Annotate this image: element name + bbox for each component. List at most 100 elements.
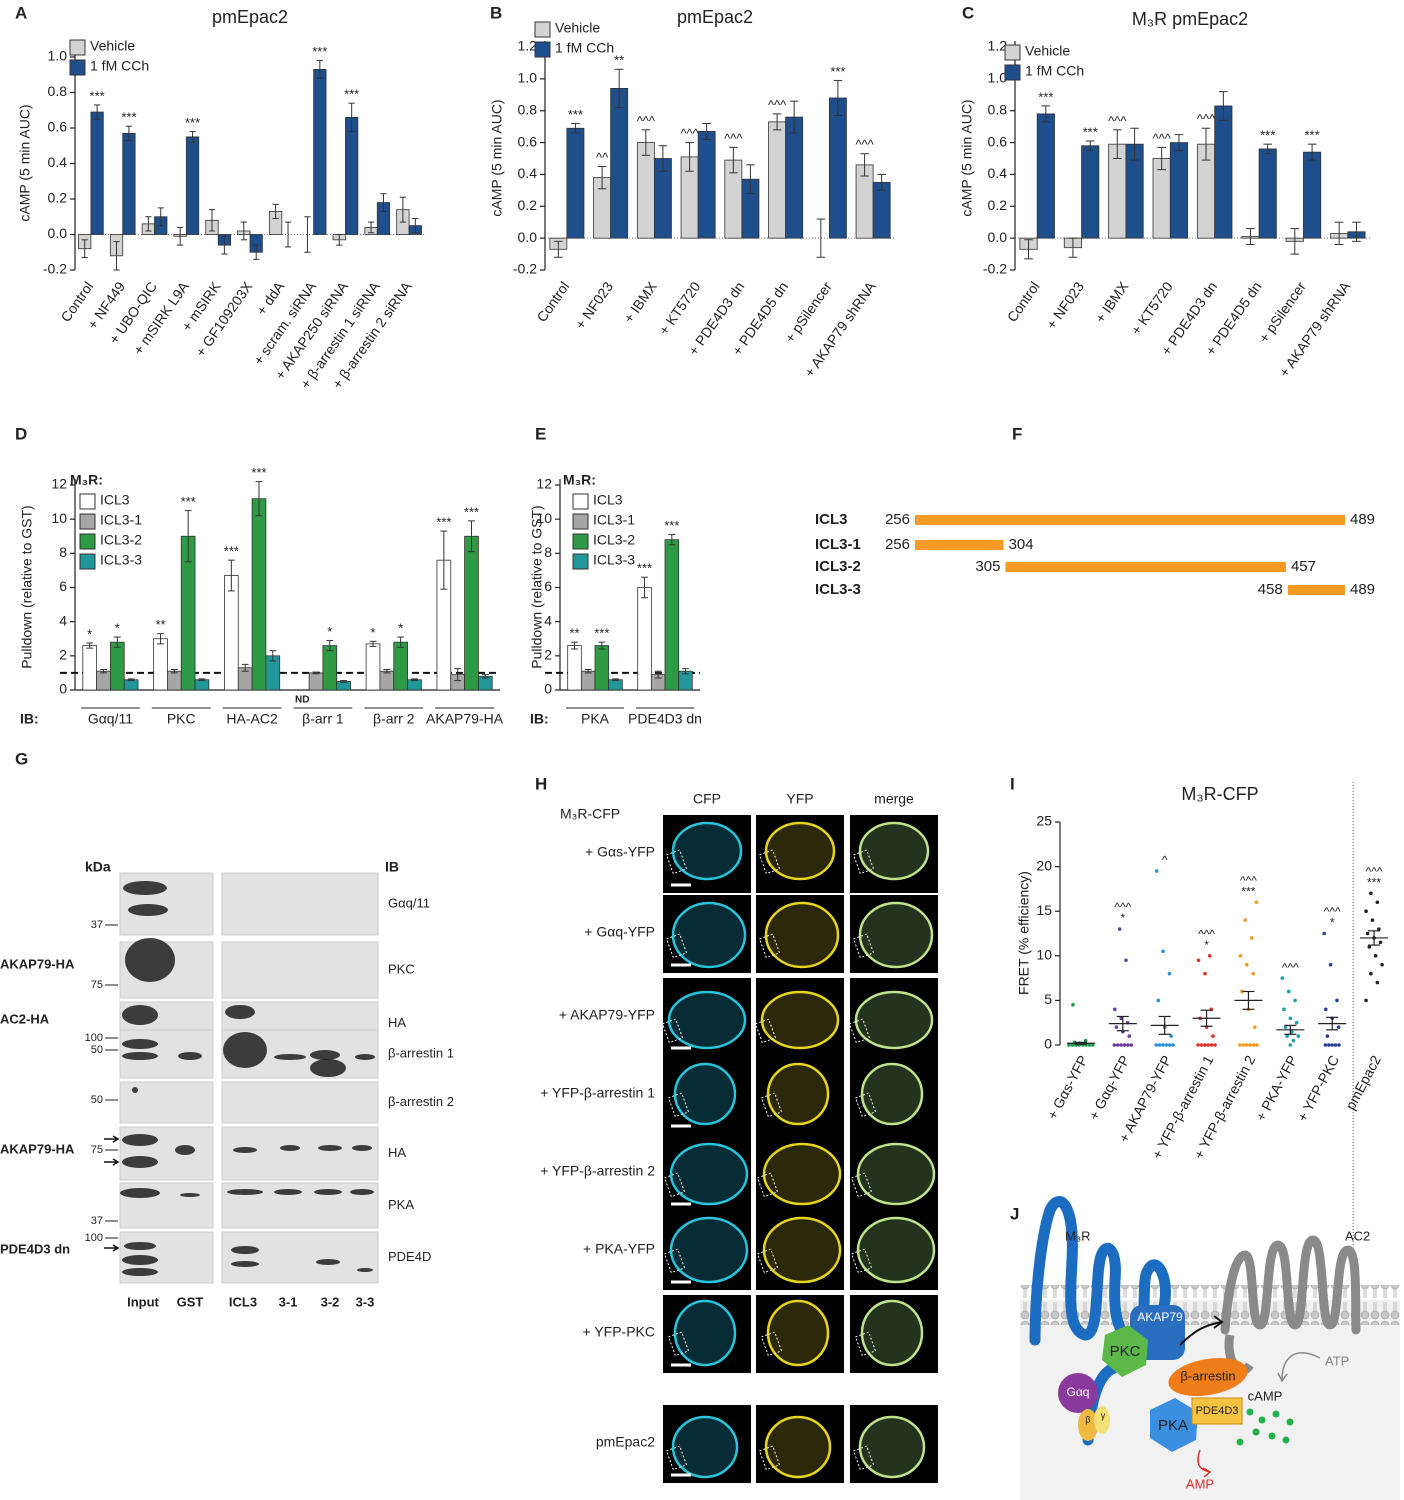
ib-label: HA bbox=[388, 1015, 406, 1030]
bar bbox=[1152, 158, 1171, 239]
error-bar bbox=[1219, 91, 1228, 121]
y-tick-label: 0.0 bbox=[518, 229, 538, 245]
segment-start: 458 bbox=[1258, 581, 1283, 598]
error-bar bbox=[198, 678, 206, 682]
bar bbox=[610, 88, 629, 239]
data-point bbox=[1211, 1034, 1215, 1038]
data-point bbox=[1285, 1034, 1289, 1038]
data-point bbox=[1129, 1043, 1134, 1047]
cell bbox=[671, 821, 743, 881]
significance-label: ^^^ bbox=[1153, 131, 1172, 146]
data-point bbox=[1380, 962, 1384, 967]
error-bar bbox=[1085, 140, 1095, 152]
y-tick-label: 1.2 bbox=[518, 38, 538, 54]
category-label: + YFP-PKC bbox=[1294, 1053, 1342, 1125]
data-point bbox=[1112, 1043, 1117, 1047]
bar bbox=[1169, 142, 1189, 239]
significance-label: *** bbox=[90, 88, 105, 103]
kda-marker: 100 bbox=[85, 1232, 103, 1244]
bar bbox=[1303, 151, 1322, 239]
roi bbox=[756, 1248, 779, 1274]
band bbox=[120, 1188, 160, 1198]
data-point bbox=[1113, 1007, 1117, 1012]
band bbox=[122, 1039, 158, 1049]
band bbox=[357, 1268, 373, 1272]
panel-letter: E bbox=[535, 424, 546, 443]
error-bar bbox=[1307, 143, 1317, 161]
arrestin bbox=[1168, 1357, 1248, 1397]
band bbox=[231, 1246, 259, 1254]
data-point bbox=[1335, 998, 1339, 1003]
significance-label: *** bbox=[568, 107, 583, 122]
y-tick-label: 6 bbox=[59, 578, 67, 594]
kda-header: kDa bbox=[85, 859, 111, 875]
data-point bbox=[1291, 1038, 1296, 1043]
error-bar bbox=[1352, 221, 1361, 242]
error-bar bbox=[157, 633, 164, 645]
error-bar bbox=[1201, 127, 1211, 161]
panel-letter: B bbox=[490, 3, 502, 22]
roi bbox=[760, 1331, 783, 1357]
significance-label: *** bbox=[1241, 884, 1255, 898]
legend-swatch bbox=[79, 493, 96, 510]
y-tick-label: 8 bbox=[59, 544, 67, 560]
mean-sem bbox=[1108, 1015, 1137, 1032]
panel-letter: H bbox=[535, 774, 547, 793]
pkc-label: PKC bbox=[1110, 1343, 1141, 1360]
cell bbox=[764, 901, 840, 969]
data-point bbox=[1288, 1016, 1293, 1021]
significance-label: ^^ bbox=[596, 150, 609, 165]
significance-label: *** bbox=[1083, 124, 1098, 139]
cell bbox=[856, 1142, 936, 1206]
data-point bbox=[1364, 998, 1368, 1003]
bar bbox=[185, 136, 200, 235]
pde4d3-label: PDE4D3 bbox=[1196, 1405, 1239, 1417]
legend-label: 1 fM CCh bbox=[1025, 63, 1084, 79]
legend-title: M₃R: bbox=[563, 472, 596, 488]
y-tick-label: 1.0 bbox=[48, 48, 68, 64]
camp-molecule bbox=[1236, 1438, 1244, 1446]
error-bar bbox=[221, 235, 228, 255]
error-bar bbox=[1263, 143, 1273, 155]
lane-label: 3-1 bbox=[279, 1294, 298, 1309]
data-point bbox=[1326, 1043, 1331, 1047]
camp-molecule bbox=[1282, 1436, 1290, 1444]
error-bar bbox=[1024, 239, 1033, 260]
error-bar bbox=[411, 678, 418, 682]
significance-label: *** bbox=[1304, 128, 1319, 143]
bar bbox=[393, 641, 408, 691]
data-point bbox=[1375, 980, 1380, 985]
roi bbox=[760, 1092, 783, 1118]
data-point bbox=[1286, 989, 1291, 994]
data-point bbox=[1127, 1034, 1132, 1038]
data-point bbox=[1196, 958, 1201, 963]
pka-label: PKA bbox=[1158, 1417, 1188, 1434]
data-point bbox=[1370, 918, 1375, 922]
segment-name: ICL3-1 bbox=[815, 536, 861, 553]
error-bar bbox=[641, 129, 651, 156]
error-bar bbox=[316, 60, 323, 79]
error-bar bbox=[816, 218, 826, 258]
y-tick-label: 4 bbox=[59, 612, 67, 628]
error-bar bbox=[170, 669, 178, 674]
y-tick-label: 0.8 bbox=[48, 83, 68, 99]
error-bar bbox=[100, 669, 107, 674]
blot-panel bbox=[221, 1081, 379, 1124]
bar bbox=[407, 679, 422, 691]
significance-label: *** bbox=[464, 504, 479, 519]
bar bbox=[194, 679, 210, 691]
data-point bbox=[1124, 958, 1128, 963]
error-bar bbox=[685, 142, 694, 172]
error-bar bbox=[312, 671, 320, 675]
significance-label: *** bbox=[251, 465, 266, 480]
significance-label: *** bbox=[1367, 876, 1381, 890]
error-bar bbox=[682, 668, 689, 675]
significance-label: * bbox=[1330, 916, 1335, 930]
legend-swatch bbox=[1004, 64, 1021, 81]
cell bbox=[858, 1415, 926, 1479]
error-bar bbox=[454, 668, 462, 682]
error-bar bbox=[612, 678, 619, 682]
band bbox=[175, 1145, 195, 1155]
category-label: + KT5720 bbox=[655, 279, 703, 338]
data-point bbox=[1087, 1043, 1092, 1047]
